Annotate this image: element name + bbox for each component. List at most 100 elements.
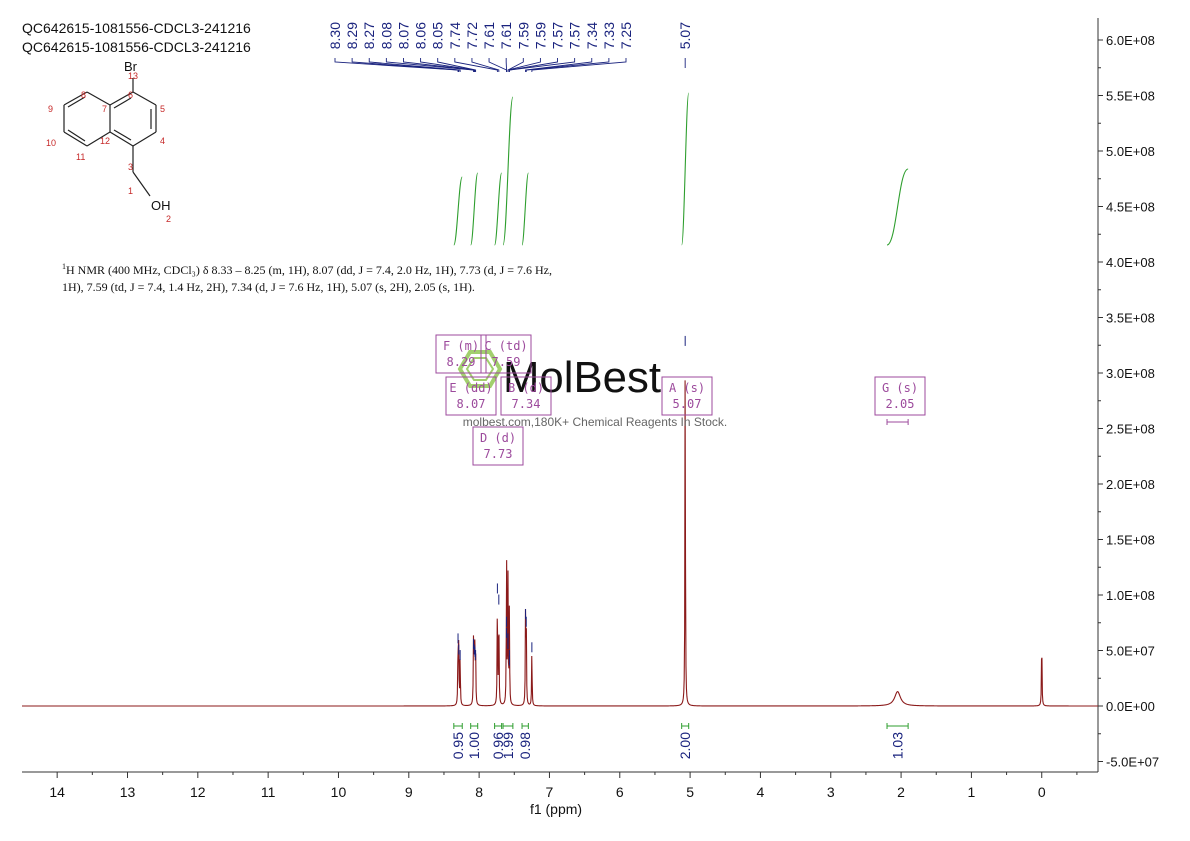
multiplet-shift-5: 5.07 bbox=[673, 397, 702, 411]
y-tick-label-10: 1.0E+08 bbox=[1106, 588, 1155, 603]
y-tick-label-5: 3.5E+08 bbox=[1106, 311, 1155, 326]
y-tick-label-2: 5.0E+08 bbox=[1106, 144, 1155, 159]
atom-number-3: 3 bbox=[128, 162, 133, 172]
multiplet-label-6: G (s) bbox=[882, 381, 918, 395]
peak-label-17: 7.25 bbox=[618, 22, 634, 49]
integral-value-2: 0.96 bbox=[490, 732, 506, 759]
y-tick-label-11: 5.0E+07 bbox=[1106, 644, 1155, 659]
integral-curve-3 bbox=[502, 96, 514, 246]
bond-c3-c12 bbox=[109, 131, 134, 147]
multiplet-box-2: E (dd) 8.07 bbox=[445, 376, 497, 416]
peak-ticks bbox=[457, 335, 686, 666]
peak-label-13: 7.57 bbox=[550, 22, 566, 49]
bond-c8-c9 bbox=[63, 91, 88, 106]
x-tick-label-11: 3 bbox=[827, 784, 835, 800]
peak-label-leader-4 bbox=[403, 58, 475, 72]
peak-label-7: 7.74 bbox=[447, 22, 463, 49]
x-tick-label-12: 2 bbox=[897, 784, 905, 800]
x-axis: 14 13 12 11 10 9 8 7 6 5 4 3 2 1 0 bbox=[49, 772, 1078, 800]
atom-number-1: 1 bbox=[128, 186, 133, 196]
x-tick-label-7: 7 bbox=[546, 784, 554, 800]
integral-labels: 0.95 1.00 0.961.99 0.98 2.00 1.03 bbox=[450, 723, 909, 759]
watermark-tagline: molbest.com,180K+ Chemical Reagents In S… bbox=[463, 415, 727, 429]
y-tick-label-6: 3.0E+08 bbox=[1106, 366, 1155, 381]
nmr-description-line-2: 1H), 7.59 (td, J = 7.4, 1.4 Hz, 2H), 7.3… bbox=[62, 280, 475, 294]
atom-number-8: 8 bbox=[81, 90, 86, 100]
y-axis: 6.0E+08 5.5E+08 5.0E+08 4.5E+08 4.0E+08 3.5E+… bbox=[1098, 33, 1159, 770]
x-tick-label-14: 0 bbox=[1038, 784, 1046, 800]
atom-number-6: 6 bbox=[128, 90, 133, 100]
atom-number-9: 9 bbox=[48, 104, 53, 114]
peak-label-6: 8.05 bbox=[430, 22, 446, 49]
bond-c7-c8 bbox=[86, 91, 111, 106]
integral-curve-0 bbox=[453, 176, 463, 246]
molecule-structure bbox=[63, 78, 157, 197]
integral-value-1: 1.00 bbox=[466, 732, 482, 759]
multiplet-box-6: G (s) 2.05 bbox=[874, 376, 926, 425]
multiplet-shift-4: 7.73 bbox=[484, 447, 513, 461]
atom-label-oh: OH bbox=[151, 198, 171, 213]
x-tick-label-2: 12 bbox=[190, 784, 206, 800]
bond-c10-c11 bbox=[63, 131, 88, 147]
integral-curve-6 bbox=[886, 168, 909, 246]
y-tick-label-8: 2.0E+08 bbox=[1106, 477, 1155, 492]
peak-label-12: 7.59 bbox=[532, 22, 548, 49]
atom-number-2: 2 bbox=[166, 214, 171, 224]
molbest-logo-icon bbox=[457, 350, 503, 388]
peak-label-9: 7.61 bbox=[481, 22, 497, 49]
multiplet-label-5: A (s) bbox=[669, 381, 705, 395]
bond-c3-c12-double bbox=[113, 129, 132, 141]
multiplet-label-1: C (td) bbox=[484, 339, 527, 353]
integral-value-0: 0.95 bbox=[450, 732, 466, 759]
multiplet-box-frame-4 bbox=[472, 426, 524, 466]
peak-label-leader-6 bbox=[437, 58, 477, 72]
integral-curve-5 bbox=[681, 92, 690, 246]
integral-value-6: 1.03 bbox=[890, 732, 906, 759]
multiplet-shift-2: 8.07 bbox=[457, 397, 486, 411]
peak-label-leader-17 bbox=[531, 58, 627, 72]
atom-number-11: 11 bbox=[76, 152, 85, 162]
y-tick-label-1: 5.5E+08 bbox=[1106, 89, 1155, 104]
multiplet-boxes: F (m) 8.29 C (td) 7.59E (dd) 8.07 B (d) 7.34 D … bbox=[435, 334, 926, 466]
peak-label-3: 8.08 bbox=[378, 22, 394, 49]
integral-curves bbox=[453, 92, 909, 246]
peak-label-leader-2 bbox=[368, 58, 461, 72]
peak-label-leader-1 bbox=[351, 58, 460, 72]
x-tick-label-6: 8 bbox=[475, 784, 483, 800]
peak-labels: 8.30 8.29 8.27 8.08 8.07 8.06 8.05 7.74 7.72 7.61… bbox=[327, 22, 693, 72]
y-tick-label-13: -5.0E+07 bbox=[1106, 755, 1159, 770]
integral-curve-1 bbox=[470, 172, 479, 246]
atom-number-4: 4 bbox=[160, 136, 165, 146]
y-tick-label-0: 6.0E+08 bbox=[1106, 33, 1155, 48]
y-tick-label-4: 4.0E+08 bbox=[1106, 255, 1155, 270]
bond-c1-o bbox=[132, 171, 151, 197]
bond-c7-c6-double bbox=[113, 97, 132, 109]
spectrum-title-2: QC642615-1081556-CDCL3-241216 bbox=[22, 39, 251, 55]
atom-number-12: 12 bbox=[100, 136, 110, 146]
y-tick-label-7: 2.5E+08 bbox=[1106, 422, 1155, 437]
y-tick-label-12: 0.0E+00 bbox=[1106, 699, 1155, 714]
bond-c4-c3 bbox=[132, 131, 157, 147]
multiplet-shift-1: 7.59 bbox=[492, 355, 521, 369]
y-tick-label-9: 1.5E+08 bbox=[1106, 533, 1155, 548]
peak-label-leader-7 bbox=[454, 58, 498, 72]
multiplet-box-3: B (d) 7.34 bbox=[500, 376, 552, 416]
multiplet-box-frame-5 bbox=[661, 376, 713, 416]
multiplet-box-5: A (s) 5.07 bbox=[661, 376, 713, 416]
multiplet-label-2: E (dd) bbox=[449, 381, 492, 395]
peak-label-5: 8.06 bbox=[413, 22, 429, 49]
peak-label-leader-15 bbox=[525, 58, 593, 72]
x-axis-label: f1 (ppm) bbox=[530, 801, 582, 817]
y-tick-label-3: 4.5E+08 bbox=[1106, 200, 1155, 215]
peak-label-leader-12 bbox=[507, 58, 541, 72]
multiplet-box-1: C (td) 7.59 bbox=[480, 334, 532, 374]
x-tick-label-8: 6 bbox=[616, 784, 624, 800]
x-tick-label-0: 14 bbox=[49, 784, 65, 800]
peak-label-11: 7.59 bbox=[515, 22, 531, 49]
multiplet-box-frame-0 bbox=[435, 334, 487, 374]
integral-curve-2 bbox=[494, 172, 503, 246]
peak-label-0: 8.30 bbox=[327, 22, 343, 49]
